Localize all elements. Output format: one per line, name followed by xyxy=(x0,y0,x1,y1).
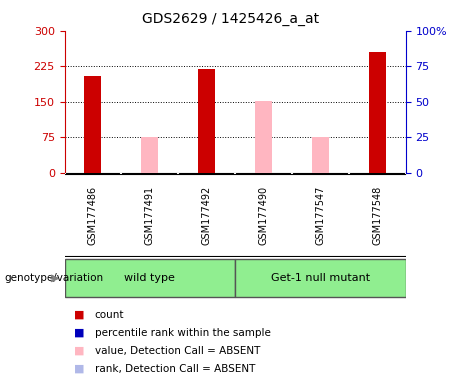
Bar xyxy=(65,260,235,297)
Text: GSM177548: GSM177548 xyxy=(372,185,382,245)
Bar xyxy=(369,52,386,173)
Text: genotype/variation: genotype/variation xyxy=(5,273,104,283)
Bar xyxy=(142,137,159,173)
Bar xyxy=(198,69,215,173)
Text: GSM177491: GSM177491 xyxy=(145,185,155,245)
Text: ■: ■ xyxy=(74,364,84,374)
Text: GSM177547: GSM177547 xyxy=(315,185,325,245)
Text: rank, Detection Call = ABSENT: rank, Detection Call = ABSENT xyxy=(95,364,255,374)
Bar xyxy=(312,137,329,173)
Text: wild type: wild type xyxy=(124,273,175,283)
Text: percentile rank within the sample: percentile rank within the sample xyxy=(95,328,271,338)
Bar xyxy=(84,76,101,173)
Bar xyxy=(235,260,406,297)
Text: Get-1 null mutant: Get-1 null mutant xyxy=(271,273,370,283)
Text: value, Detection Call = ABSENT: value, Detection Call = ABSENT xyxy=(95,346,260,356)
Text: count: count xyxy=(95,310,124,320)
Text: GSM177486: GSM177486 xyxy=(88,185,98,245)
Text: GDS2629 / 1425426_a_at: GDS2629 / 1425426_a_at xyxy=(142,12,319,25)
Text: ■: ■ xyxy=(74,328,84,338)
Text: ■: ■ xyxy=(74,346,84,356)
Text: ■: ■ xyxy=(74,310,84,320)
Text: GSM177492: GSM177492 xyxy=(201,185,212,245)
Text: GSM177490: GSM177490 xyxy=(259,185,269,245)
Bar xyxy=(255,101,272,173)
